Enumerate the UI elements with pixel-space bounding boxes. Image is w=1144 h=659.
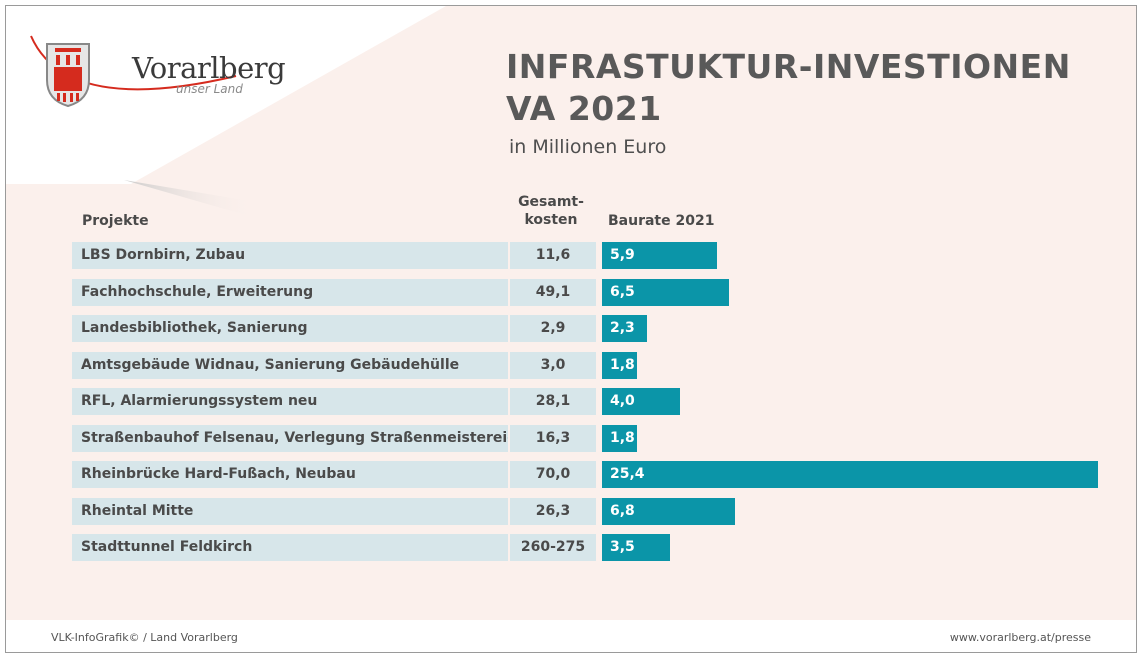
rate-value-label: 5,9 [610, 247, 635, 263]
total-cost-cell: 49,1 [510, 278, 596, 306]
project-name: Landesbibliothek, Sanierung [72, 315, 508, 342]
total-cost-cell: 16,3 [510, 424, 596, 452]
project-name: Rheintal Mitte [72, 497, 508, 525]
logo-name: Vorarlberg [132, 51, 286, 85]
rate-bar [602, 278, 729, 306]
coat-of-arms-icon [46, 43, 90, 108]
total-cost-cell: 2,9 [510, 315, 596, 342]
project-name: Straßenbauhof Felsenau, Verlegung Straße… [72, 424, 508, 452]
rate-value-label: 6,5 [610, 283, 635, 300]
rate-bar [602, 242, 717, 269]
footer-url: www.vorarlberg.at/presse [949, 631, 1091, 644]
rate-bar [602, 497, 735, 525]
total-cost-cell: 26,3 [510, 497, 596, 525]
footer: VLK-InfoGrafik© / Land Vorarlberg www.vo… [6, 620, 1136, 652]
project-name: Rheinbrücke Hard-Fußach, Neubau [72, 461, 508, 488]
rate-bar [602, 534, 670, 561]
infographic-panel: Vorarlberg unser Land INFRASTUKTUR-INVES… [5, 5, 1137, 653]
title-line-1: INFRASTUKTUR-INVESTIONEN [506, 47, 1071, 86]
header-rate: Baurate 2021 [608, 213, 715, 229]
rate-bar [602, 315, 647, 342]
total-cost-cell: 70,0 [510, 461, 596, 488]
rate-value-label: 1,8 [610, 429, 635, 446]
footer-credit: VLK-InfoGrafik© / Land Vorarlberg [51, 631, 238, 644]
project-name: Fachhochschule, Erweiterung [72, 278, 508, 306]
project-name: RFL, Alarmierungssystem neu [72, 388, 508, 415]
rate-value-label: 1,8 [610, 356, 635, 373]
rate-bar [602, 351, 637, 379]
vorarlberg-logo: Vorarlberg unser Land [44, 42, 286, 122]
total-cost-cell: 11,6 [510, 242, 596, 269]
header-projects: Projekte [82, 213, 149, 229]
rate-value-label: 2,3 [610, 320, 635, 336]
rate-value-label: 25,4 [610, 466, 645, 482]
total-cost-cell: 3,0 [510, 351, 596, 379]
title-line-2: VA 2021 [506, 89, 662, 128]
rate-bar [602, 424, 637, 452]
header-total-cost-line-1: Gesamt- [518, 194, 584, 210]
rate-value-label: 3,5 [610, 539, 635, 555]
header-total-cost-line-2: kosten [524, 212, 578, 228]
logo-tagline: unser Land [176, 82, 243, 96]
rate-bar [602, 461, 1098, 488]
total-cost-cell: 28,1 [510, 388, 596, 415]
header-total-cost: Gesamt- kosten [511, 193, 591, 229]
project-name: Amtsgebäude Widnau, Sanierung Gebäudehül… [72, 351, 508, 379]
background-decoration [6, 6, 446, 218]
rate-value-label: 4,0 [610, 393, 635, 409]
chart-title: INFRASTUKTUR-INVESTIONEN VA 2021 [506, 46, 1071, 130]
chart-subtitle: in Millionen Euro [509, 136, 667, 158]
total-cost-cell: 260-275 [510, 534, 596, 561]
rate-value-label: 6,8 [610, 502, 635, 519]
project-name: LBS Dornbirn, Zubau [72, 242, 508, 269]
project-name: Stadttunnel Feldkirch [72, 534, 508, 561]
rate-bar [602, 388, 680, 415]
